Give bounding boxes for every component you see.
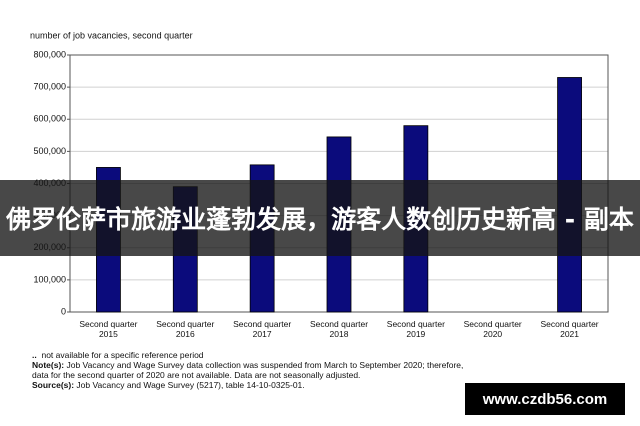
source: Source(s): Job Vacancy and Wage Survey (… [32, 380, 472, 390]
x-tick-label: Second quarter 2016 [156, 319, 215, 339]
note: Note(s): Job Vacancy and Wage Survey dat… [32, 360, 472, 380]
x-tick-label: Second quarter 2019 [386, 319, 445, 339]
symbol-text: not available for a specific reference p… [41, 350, 204, 360]
overlay-banner: 佛罗伦萨市旅游业蓬勃发展，游客人数创历史新高 - 副本 [0, 180, 640, 256]
symbol: .. [32, 350, 37, 360]
y-axis-title: number of job vacancies, second quarter [30, 30, 193, 40]
footnotes: .. not available for a specific referenc… [32, 350, 472, 390]
y-tick-label: 700,000 [33, 82, 66, 92]
note-text: Job Vacancy and Wage Survey data collect… [32, 360, 464, 380]
y-tick-label: 100,000 [33, 274, 66, 284]
symbol-note: .. not available for a specific referenc… [32, 350, 472, 360]
x-tick-label: Second quarter 2021 [540, 319, 599, 339]
x-tick-label: Second quarter 2017 [233, 319, 292, 339]
watermark: www.czdb56.com [465, 383, 625, 415]
y-tick-label: 0 [61, 306, 66, 316]
note-label: Note(s): [32, 360, 65, 370]
y-tick-label: 800,000 [33, 49, 66, 59]
source-text: Job Vacancy and Wage Survey (5217), tabl… [76, 380, 305, 390]
y-tick-label: 500,000 [33, 146, 66, 156]
x-tick-label: Second quarter 2020 [463, 319, 522, 339]
y-tick-label: 600,000 [33, 114, 66, 124]
source-label: Source(s): [32, 380, 75, 390]
x-tick-label: Second quarter 2018 [309, 319, 369, 339]
x-tick-label: Second quarter 2015 [79, 319, 138, 339]
